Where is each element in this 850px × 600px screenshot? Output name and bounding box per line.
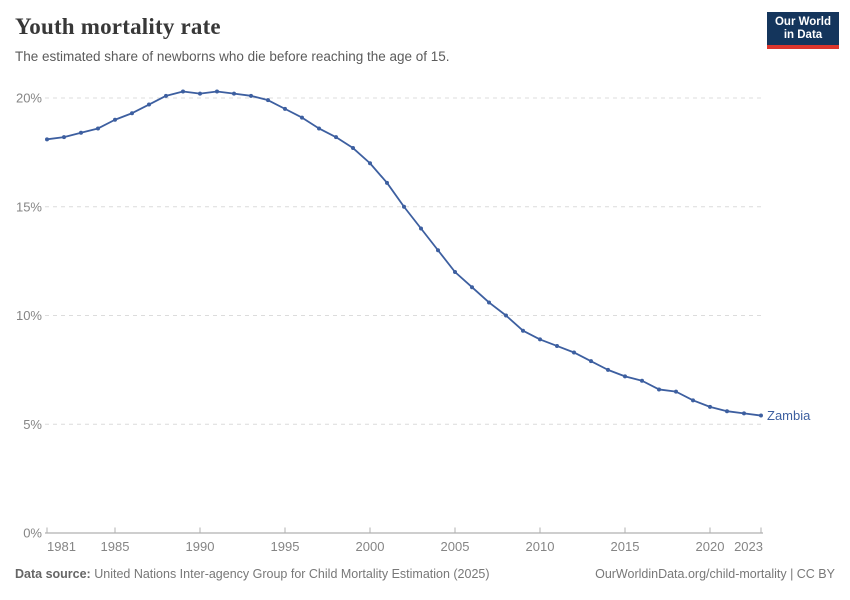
data-point-1998[interactable]: [334, 135, 338, 140]
data-point-1995[interactable]: [283, 106, 287, 111]
data-point-1984[interactable]: [96, 126, 100, 131]
data-point-2010[interactable]: [538, 337, 542, 342]
data-source: Data source: United Nations Inter-agency…: [15, 567, 490, 581]
x-axis-label-1995: 1995: [271, 539, 300, 554]
data-point-2014[interactable]: [606, 367, 610, 372]
data-point-1985[interactable]: [113, 117, 117, 122]
x-axis-label-2010: 2010: [526, 539, 555, 554]
x-axis-label-2023: 2023: [734, 539, 763, 554]
data-point-1993[interactable]: [249, 93, 253, 98]
data-point-2006[interactable]: [470, 285, 474, 290]
chart-subtitle: The estimated share of newborns who die …: [15, 49, 450, 64]
data-point-2016[interactable]: [640, 378, 644, 383]
data-point-2018[interactable]: [674, 389, 678, 394]
data-point-1994[interactable]: [266, 98, 270, 103]
y-axis-label-10: 10%: [16, 308, 42, 323]
data-point-1989[interactable]: [181, 89, 185, 94]
data-point-2019[interactable]: [691, 398, 695, 403]
page-title: Youth mortality rate: [15, 14, 221, 39]
data-point-1988[interactable]: [164, 93, 168, 98]
data-point-2023[interactable]: [759, 413, 763, 418]
data-point-1986[interactable]: [130, 111, 134, 116]
y-axis-label-0: 0%: [23, 526, 42, 541]
data-point-2007[interactable]: [487, 300, 491, 305]
data-point-2020[interactable]: [708, 404, 712, 409]
data-point-2009[interactable]: [521, 328, 525, 333]
data-point-1996[interactable]: [300, 115, 304, 120]
x-axis-label-2015: 2015: [611, 539, 640, 554]
data-point-2005[interactable]: [453, 270, 457, 274]
x-axis-label-1985: 1985: [101, 539, 130, 554]
data-point-2013[interactable]: [589, 359, 593, 364]
owid-logo[interactable]: Our World in Data: [767, 12, 839, 49]
data-point-2021[interactable]: [725, 409, 729, 414]
series-end-label[interactable]: Zambia: [767, 408, 811, 423]
data-point-2003[interactable]: [419, 226, 423, 231]
data-point-2022[interactable]: [742, 411, 746, 416]
owid-logo-line1: Our World: [774, 15, 831, 28]
chart-header: Youth mortality rate The estimated share…: [15, 14, 750, 64]
data-point-2017[interactable]: [657, 387, 661, 392]
y-axis-label-5: 5%: [23, 417, 42, 432]
data-point-2000[interactable]: [368, 161, 372, 166]
data-point-2001[interactable]: [385, 180, 389, 185]
y-axis-label-20: 20%: [16, 91, 42, 106]
data-point-2008[interactable]: [504, 313, 508, 318]
data-point-1982[interactable]: [62, 135, 66, 140]
x-axis-label-1981: 1981: [47, 539, 76, 554]
data-point-1997[interactable]: [317, 126, 321, 131]
footer-link[interactable]: OurWorldinData.org/child-mortality | CC …: [595, 567, 835, 581]
data-point-2004[interactable]: [436, 248, 440, 253]
data-point-2002[interactable]: [402, 204, 406, 209]
x-axis-label-2000: 2000: [356, 539, 385, 554]
data-point-2012[interactable]: [572, 350, 576, 355]
data-point-1992[interactable]: [232, 91, 236, 96]
data-point-1987[interactable]: [147, 102, 151, 107]
data-point-1990[interactable]: [198, 91, 202, 96]
data-point-1981[interactable]: [45, 137, 49, 142]
y-axis-label-15: 15%: [16, 199, 42, 214]
x-axis-label-2020: 2020: [696, 539, 725, 554]
x-axis-label-2005: 2005: [441, 539, 470, 554]
x-axis-label-1990: 1990: [186, 539, 215, 554]
data-line-zambia[interactable]: [46, 90, 762, 417]
chart-footer: Data source: United Nations Inter-agency…: [15, 567, 835, 581]
data-point-2015[interactable]: [623, 374, 627, 379]
data-point-1999[interactable]: [351, 146, 355, 151]
owid-logo-line2: in Data: [783, 28, 823, 41]
data-point-1983[interactable]: [79, 130, 83, 135]
data-source-label: Data source:: [15, 567, 91, 581]
data-point-2011[interactable]: [555, 343, 559, 348]
data-point-1991[interactable]: [215, 89, 219, 94]
data-source-text: United Nations Inter-agency Group for Ch…: [94, 567, 490, 581]
